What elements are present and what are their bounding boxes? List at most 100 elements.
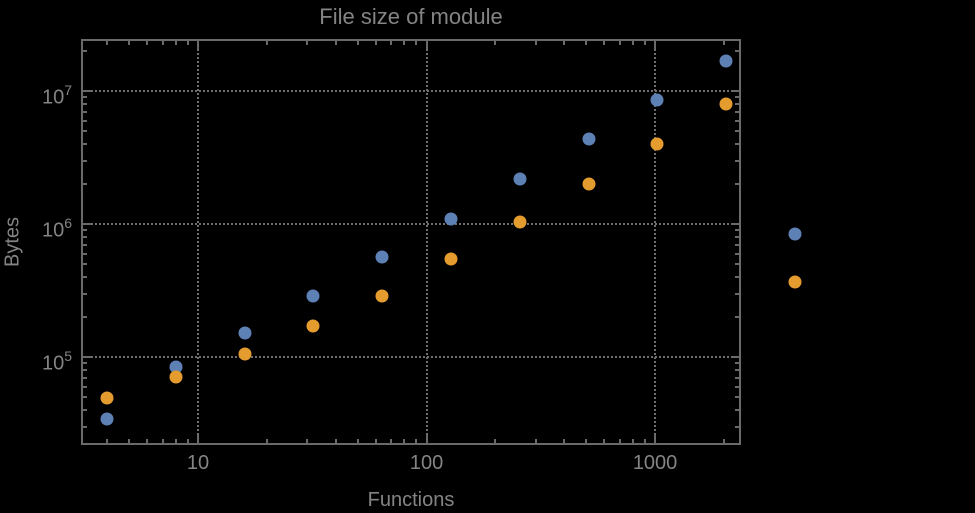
x-tick <box>306 439 309 443</box>
data-point-orange <box>100 391 114 405</box>
x-tick-label: 1000 <box>632 452 678 474</box>
data-point-orange <box>650 137 664 151</box>
y-tick <box>83 90 91 92</box>
data-point-orange <box>306 319 320 333</box>
x-tick <box>563 41 566 45</box>
data-point-blue <box>582 132 596 146</box>
y-tick <box>735 315 739 318</box>
y-tick <box>83 292 87 295</box>
x-axis-label: Functions <box>367 489 455 511</box>
x-tick-label: 100 <box>409 452 444 474</box>
data-point-blue <box>375 250 389 264</box>
x-tick <box>585 41 588 45</box>
y-tick <box>83 385 87 388</box>
y-tick <box>731 356 739 358</box>
x-tick <box>722 41 725 45</box>
x-tick <box>654 435 657 443</box>
x-tick <box>534 41 537 45</box>
x-tick <box>334 41 337 45</box>
x-tick <box>494 439 497 443</box>
x-tick <box>534 439 537 443</box>
x-tick <box>334 439 337 443</box>
y-tick <box>83 376 87 379</box>
x-tick <box>146 439 149 443</box>
y-tick <box>83 362 87 365</box>
y-gridline <box>83 223 739 225</box>
y-tick <box>735 385 739 388</box>
x-tick <box>161 41 164 45</box>
y-tick <box>735 376 739 379</box>
x-gridline <box>425 41 428 443</box>
y-tick <box>735 368 739 371</box>
data-point-orange <box>375 289 389 303</box>
x-tick <box>618 439 621 443</box>
data-point-blue <box>306 289 320 302</box>
x-tick <box>146 41 149 45</box>
y-gridline <box>83 90 739 92</box>
x-tick <box>654 41 657 49</box>
data-point-orange <box>788 275 802 289</box>
y-tick <box>731 90 739 92</box>
x-tick <box>415 41 418 45</box>
y-tick <box>735 235 739 238</box>
x-tick <box>128 439 131 443</box>
y-tick <box>735 263 739 266</box>
x-tick <box>265 439 268 443</box>
y-tick-label: 105 <box>41 348 72 375</box>
plot-frame <box>81 39 741 445</box>
x-tick <box>106 439 109 443</box>
y-tick <box>83 315 87 318</box>
y-tick <box>735 142 739 145</box>
y-tick <box>735 182 739 185</box>
y-tick <box>735 408 739 411</box>
x-tick <box>374 439 377 443</box>
y-tick <box>83 368 87 371</box>
y-tick-exponent: 7 <box>64 82 72 98</box>
y-tick <box>735 362 739 365</box>
y-tick <box>83 229 87 232</box>
y-tick <box>735 425 739 428</box>
chart-title: File size of module <box>319 4 503 29</box>
y-tick-label: 107 <box>41 82 72 109</box>
x-gridline <box>654 41 657 443</box>
x-tick <box>403 41 406 45</box>
y-tick <box>83 235 87 238</box>
x-tick <box>374 41 377 45</box>
data-point-orange <box>582 177 596 191</box>
x-gridline <box>197 41 199 443</box>
y-tick <box>735 292 739 295</box>
x-tick <box>563 439 566 443</box>
x-tick <box>356 439 359 443</box>
data-point-orange <box>238 347 252 361</box>
x-tick <box>390 439 393 443</box>
x-tick <box>494 41 497 45</box>
x-tick <box>415 439 418 443</box>
y-tick <box>83 110 87 113</box>
x-tick <box>722 439 725 443</box>
y-tick <box>83 223 91 225</box>
y-tick-label: 106 <box>41 215 72 242</box>
data-point-blue <box>788 227 802 241</box>
x-tick <box>186 41 189 45</box>
x-tick <box>174 439 177 443</box>
data-point-orange <box>513 215 527 229</box>
y-tick <box>735 229 739 232</box>
data-point-orange <box>444 252 458 266</box>
y-tick <box>83 252 87 255</box>
y-tick <box>83 425 87 428</box>
y-tick <box>83 159 87 162</box>
y-tick <box>735 96 739 99</box>
x-tick <box>618 41 621 45</box>
data-point-blue <box>719 54 733 68</box>
y-gridline <box>83 356 739 358</box>
y-tick <box>735 49 739 52</box>
y-tick <box>83 243 87 246</box>
y-tick <box>83 119 87 122</box>
y-tick <box>735 275 739 278</box>
x-tick <box>390 41 393 45</box>
x-tick <box>306 41 309 45</box>
y-tick <box>735 119 739 122</box>
data-point-orange <box>169 370 183 384</box>
y-tick <box>83 408 87 411</box>
